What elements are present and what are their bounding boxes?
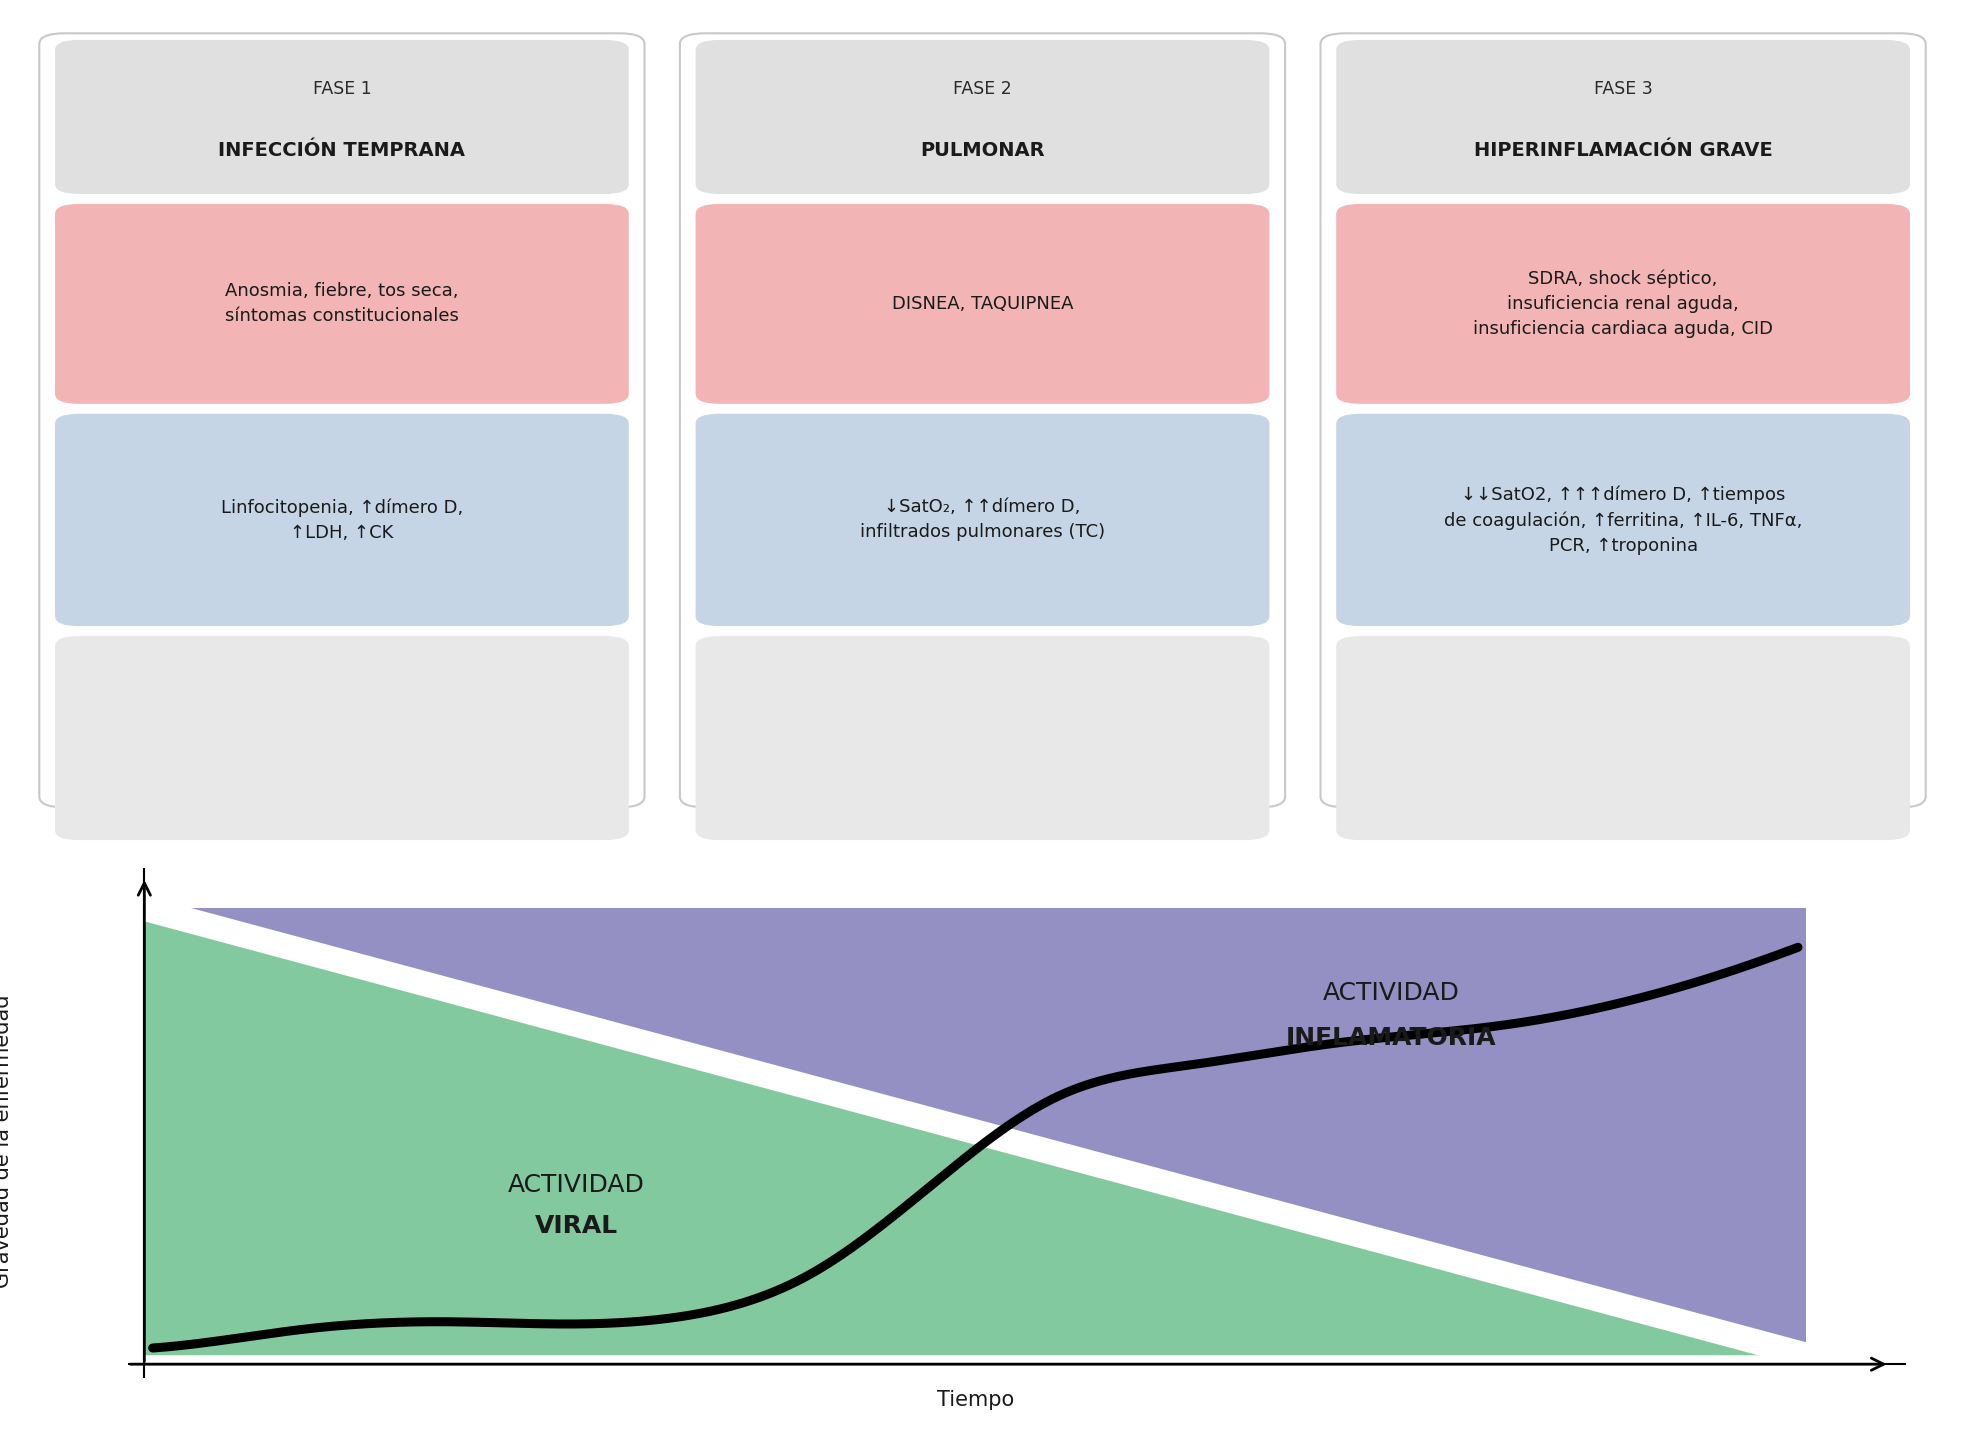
Text: ↓↓SatO2, ↑↑↑dímero D, ↑tiempos
de coagulación, ↑ferritina, ↑IL-6, TNFα,
PCR, ↑tr: ↓↓SatO2, ↑↑↑dímero D, ↑tiempos de coagul… — [1444, 485, 1801, 554]
Text: Linfocitopenia, ↑dímero D,
↑LDH, ↑CK: Linfocitopenia, ↑dímero D, ↑LDH, ↑CK — [220, 498, 464, 541]
Text: PULMONAR: PULMONAR — [919, 142, 1045, 161]
Text: ACTIVIDAD: ACTIVIDAD — [1322, 982, 1459, 1006]
Text: Tiempo: Tiempo — [937, 1391, 1013, 1411]
FancyBboxPatch shape — [695, 636, 1269, 839]
FancyBboxPatch shape — [55, 204, 628, 403]
FancyBboxPatch shape — [695, 40, 1269, 194]
FancyBboxPatch shape — [695, 204, 1269, 403]
Text: VIRAL: VIRAL — [534, 1214, 619, 1237]
FancyBboxPatch shape — [55, 636, 628, 839]
Text: INFECCIÓN TEMPRANA: INFECCIÓN TEMPRANA — [218, 142, 465, 161]
Text: SDRA, shock séptico,
insuficiencia renal aguda,
insuficiencia cardiaca aguda, CI: SDRA, shock séptico, insuficiencia renal… — [1473, 270, 1772, 339]
FancyBboxPatch shape — [680, 33, 1284, 808]
Text: ACTIVIDAD: ACTIVIDAD — [509, 1174, 644, 1197]
FancyBboxPatch shape — [55, 40, 628, 194]
Text: ↓SatO₂, ↑↑dímero D,
infiltrados pulmonares (TC): ↓SatO₂, ↑↑dímero D, infiltrados pulmonar… — [860, 498, 1104, 541]
FancyBboxPatch shape — [55, 413, 628, 626]
Polygon shape — [143, 908, 1805, 1355]
FancyBboxPatch shape — [1336, 204, 1909, 403]
FancyBboxPatch shape — [1336, 40, 1909, 194]
FancyBboxPatch shape — [39, 33, 644, 808]
Text: FASE 1: FASE 1 — [312, 80, 371, 98]
Text: DISNEA, TAQUIPNEA: DISNEA, TAQUIPNEA — [892, 294, 1072, 313]
Text: FASE 3: FASE 3 — [1593, 80, 1652, 98]
FancyBboxPatch shape — [1320, 33, 1925, 808]
Text: Anosmia, fiebre, tos seca,
síntomas constitucionales: Anosmia, fiebre, tos seca, síntomas cons… — [224, 283, 460, 326]
FancyBboxPatch shape — [1336, 413, 1909, 626]
Text: Gravedad de la enfermedad: Gravedad de la enfermedad — [0, 994, 14, 1287]
Polygon shape — [143, 908, 1805, 1355]
Text: FASE 2: FASE 2 — [953, 80, 1011, 98]
Text: HIPERINFLAMACIÓN GRAVE: HIPERINFLAMACIÓN GRAVE — [1473, 142, 1772, 161]
FancyBboxPatch shape — [695, 413, 1269, 626]
Text: INFLAMATORIA: INFLAMATORIA — [1284, 1026, 1495, 1050]
FancyBboxPatch shape — [1336, 636, 1909, 839]
